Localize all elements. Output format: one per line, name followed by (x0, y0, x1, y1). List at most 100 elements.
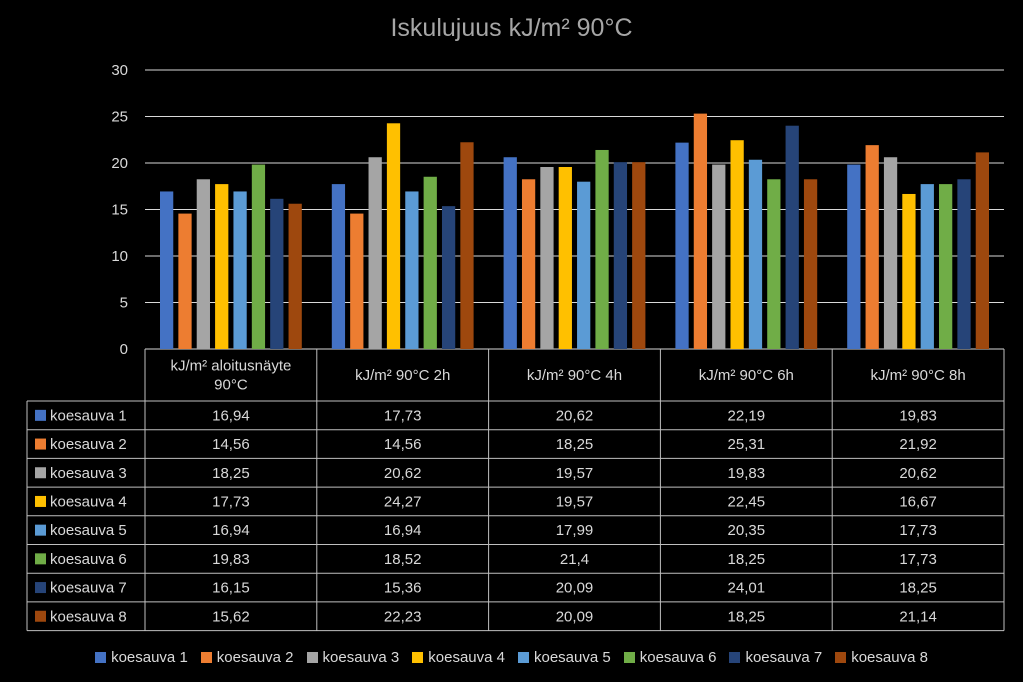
data-label: 16,94 (212, 522, 250, 539)
y-tick-label: 10 (111, 248, 128, 265)
data-label: 21,14 (899, 608, 937, 625)
row-swatch (35, 438, 46, 450)
bar (251, 164, 266, 349)
data-label: 18,25 (212, 465, 250, 482)
data-label: 16,94 (384, 522, 422, 539)
data-label: 22,23 (384, 608, 422, 625)
y-tick-label: 20 (111, 155, 128, 172)
legend-label: koesauva 4 (428, 648, 505, 666)
legend-item: koesauva 7 (729, 649, 822, 666)
data-label: 16,15 (212, 580, 250, 597)
legend-swatch (623, 651, 635, 663)
bar (521, 179, 536, 349)
bar (920, 184, 934, 349)
data-label: 22,45 (728, 493, 766, 510)
x-category-label: kJ/m² 90°C 2h (355, 367, 450, 384)
bar (350, 213, 364, 349)
legend-swatch (729, 651, 741, 663)
bar (331, 184, 346, 349)
data-label: 19,83 (728, 465, 766, 482)
bar (975, 152, 989, 349)
data-label: 18,25 (899, 580, 937, 597)
data-label: 17,73 (899, 522, 937, 539)
data-label: 19,83 (212, 551, 250, 568)
bar (785, 125, 799, 349)
data-label: 20,09 (556, 608, 594, 625)
legend-swatch (95, 651, 107, 663)
y-tick-label: 25 (111, 109, 128, 126)
data-label: 16,67 (899, 493, 937, 510)
x-category-label: kJ/m² 90°C 4h (527, 367, 622, 384)
legend-item: koesauva 5 (518, 649, 611, 666)
bar (441, 206, 456, 349)
legend-item: koesauva 1 (95, 649, 188, 666)
y-tick-label: 0 (120, 341, 128, 358)
bar (595, 149, 609, 349)
data-label: 18,25 (556, 436, 594, 453)
bar (386, 123, 401, 349)
data-label: 20,62 (384, 465, 422, 482)
data-label: 18,25 (728, 608, 766, 625)
bar (803, 179, 818, 349)
row-swatch (35, 582, 46, 594)
bar (196, 179, 210, 349)
x-category-label: kJ/m² 90°C 6h (699, 367, 794, 384)
row-series-name: koesauva 5 (50, 522, 127, 539)
bars (160, 113, 989, 349)
y-tick-label: 5 (120, 295, 128, 312)
data-label: 20,35 (728, 522, 766, 539)
legend-swatch (306, 651, 318, 663)
legend-label: koesauva 6 (639, 648, 717, 666)
bar (693, 113, 708, 349)
chart-title: Iskulujuus kJ/m² 90°C (390, 14, 633, 42)
data-label: 15,62 (212, 608, 250, 625)
bar (577, 181, 591, 349)
data-label: 19,57 (556, 493, 594, 510)
legend-item: koesauva 4 (412, 649, 505, 666)
bar (939, 184, 953, 349)
legend: koesauva 1 koesauva 2 koesauva 3 koesauva 4… (0, 646, 1023, 668)
legend-swatch (835, 651, 847, 663)
row-swatch (35, 467, 46, 479)
legend-label: koesauva 5 (534, 648, 611, 666)
row-swatch (35, 610, 46, 622)
legend-item: koesauva 6 (623, 648, 717, 666)
y-tick-label: 30 (111, 62, 128, 79)
bar (368, 157, 382, 349)
data-label: 22,19 (728, 407, 766, 424)
row-swatch (35, 553, 46, 565)
bar (540, 166, 554, 349)
legend-item: koesauva 3 (306, 648, 400, 666)
row-swatch (35, 409, 46, 421)
bar (847, 164, 861, 349)
data-label: 18,25 (728, 551, 766, 568)
bar (405, 191, 419, 349)
data-label: 21,4 (560, 551, 589, 568)
bar (160, 191, 174, 349)
data-label: 17,99 (556, 522, 594, 539)
row-swatch (35, 524, 46, 536)
data-label: 18,52 (384, 551, 422, 568)
bar (423, 176, 437, 349)
row-series-name: koesauva 7 (50, 580, 127, 597)
legend-label: koesauva 8 (851, 648, 928, 666)
data-label: 25,31 (728, 436, 766, 453)
bar (460, 142, 474, 349)
bar (748, 159, 763, 349)
bar (883, 157, 898, 349)
legend-label: koesauva 7 (745, 648, 823, 666)
legend-swatch (518, 651, 529, 663)
x-category-label: kJ/m² aloitusnäyte 90°C (170, 358, 291, 394)
row-series-name: koesauva 4 (50, 493, 127, 510)
legend-label: koesauva 3 (322, 648, 400, 666)
bar (503, 157, 517, 349)
row-series-name: koesauva 1 (50, 407, 127, 424)
row-swatch (35, 495, 46, 507)
data-label: 19,83 (899, 407, 937, 424)
gridlines (145, 69, 1004, 350)
y-tick-label: 15 (111, 202, 128, 219)
data-label: 15,36 (384, 580, 422, 597)
bar (957, 179, 971, 349)
bar (730, 140, 744, 349)
y-axis-ticks: 0 5 10 15 20 25 30 (111, 62, 128, 358)
